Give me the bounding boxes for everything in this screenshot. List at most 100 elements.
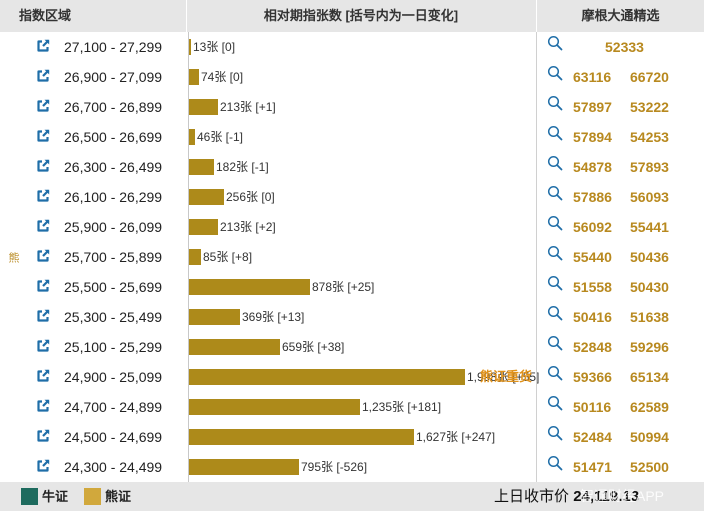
jp-picks-column: 52333 63116 66720 57897 53222 57894 54253 54878… bbox=[537, 32, 704, 482]
column-divider bbox=[536, 32, 537, 482]
index-range: 26,500 - 26,699 bbox=[64, 129, 163, 145]
warrant-code[interactable]: 66720 bbox=[630, 69, 669, 85]
external-link-icon[interactable] bbox=[36, 429, 50, 443]
external-link-icon[interactable] bbox=[36, 399, 50, 413]
search-icon[interactable] bbox=[547, 395, 563, 414]
table-row: 26,100 - 26,299 bbox=[26, 182, 536, 212]
search-icon[interactable] bbox=[547, 95, 563, 114]
warrant-code[interactable]: 59366 bbox=[573, 369, 612, 385]
count-bar bbox=[189, 459, 299, 475]
search-icon[interactable] bbox=[547, 335, 563, 354]
external-link-icon[interactable] bbox=[36, 129, 50, 143]
watermark: 智通财经APP bbox=[580, 488, 665, 504]
warrant-code[interactable]: 57894 bbox=[573, 129, 612, 145]
search-icon[interactable] bbox=[547, 155, 563, 174]
search-icon[interactable] bbox=[547, 365, 563, 384]
external-link-icon[interactable] bbox=[36, 279, 50, 293]
warrant-code[interactable]: 52848 bbox=[573, 339, 612, 355]
warrant-code[interactable]: 57893 bbox=[630, 159, 669, 175]
table-row: 25,500 - 25,699 bbox=[26, 272, 536, 302]
warrant-code[interactable]: 57886 bbox=[573, 189, 612, 205]
warrant-code[interactable]: 51638 bbox=[630, 309, 669, 325]
table-row: 24,900 - 25,099 bbox=[26, 362, 536, 392]
heavy-bear-tag: 熊证重货 bbox=[480, 369, 533, 384]
index-range: 24,300 - 24,499 bbox=[64, 459, 163, 475]
warrant-code[interactable]: 50116 bbox=[573, 399, 612, 415]
warrant-code[interactable]: 51471 bbox=[573, 459, 612, 475]
external-link-icon[interactable] bbox=[36, 159, 50, 173]
search-icon[interactable] bbox=[547, 245, 563, 264]
count-bar bbox=[189, 69, 199, 85]
count-bar bbox=[189, 249, 201, 265]
warrant-code[interactable]: 50416 bbox=[573, 309, 612, 325]
count-bar bbox=[189, 129, 195, 145]
picks-row: 52484 50994 bbox=[537, 422, 704, 452]
warrant-code[interactable]: 50430 bbox=[630, 279, 669, 295]
warrant-code[interactable]: 52500 bbox=[630, 459, 669, 475]
search-icon[interactable] bbox=[547, 425, 563, 444]
count-label: 182张 [-1] bbox=[216, 160, 269, 174]
chart-axis bbox=[188, 32, 189, 482]
external-link-icon[interactable] bbox=[36, 219, 50, 233]
warrant-code[interactable]: 51558 bbox=[573, 279, 612, 295]
warrant-code[interactable]: 54253 bbox=[630, 129, 669, 145]
search-icon[interactable] bbox=[547, 455, 563, 474]
warrant-code[interactable]: 52333 bbox=[605, 39, 644, 55]
count-label: 795张 [-526] bbox=[301, 460, 368, 474]
external-link-icon[interactable] bbox=[36, 39, 50, 53]
picks-row: 59366 65134 bbox=[537, 362, 704, 392]
external-link-icon[interactable] bbox=[36, 339, 50, 353]
picks-row: 63116 66720 bbox=[537, 62, 704, 92]
warrant-code[interactable]: 55440 bbox=[573, 249, 612, 265]
legend-footer: 牛证 熊证 上日收市价 24,119.13 智通财经APP bbox=[0, 482, 704, 511]
table-row: 24,500 - 24,699 bbox=[26, 422, 536, 452]
index-range: 25,700 - 25,899 bbox=[64, 249, 163, 265]
picks-row: 51471 52500 bbox=[537, 452, 704, 482]
warrant-code[interactable]: 50994 bbox=[630, 429, 669, 445]
warrant-code[interactable]: 59296 bbox=[630, 339, 669, 355]
warrant-code[interactable]: 54878 bbox=[573, 159, 612, 175]
picks-row: 52848 59296 bbox=[537, 332, 704, 362]
search-icon[interactable] bbox=[547, 215, 563, 234]
warrant-code[interactable]: 55441 bbox=[630, 219, 669, 235]
count-label: 213张 [+2] bbox=[220, 220, 276, 234]
count-label: 1,235张 [+181] bbox=[362, 400, 442, 414]
warrant-code[interactable]: 56093 bbox=[630, 189, 669, 205]
external-link-icon[interactable] bbox=[36, 249, 50, 263]
external-link-icon[interactable] bbox=[36, 309, 50, 323]
count-bar bbox=[189, 309, 240, 325]
warrant-code[interactable]: 63116 bbox=[573, 69, 612, 85]
index-range: 25,500 - 25,699 bbox=[64, 279, 163, 295]
search-icon[interactable] bbox=[547, 65, 563, 84]
warrant-code[interactable]: 53222 bbox=[630, 99, 669, 115]
table-row: 26,500 - 26,699 bbox=[26, 122, 536, 152]
picks-row: 55440 50436 bbox=[537, 242, 704, 272]
picks-row: 50416 51638 bbox=[537, 302, 704, 332]
warrant-code[interactable]: 56092 bbox=[573, 219, 612, 235]
count-bar bbox=[189, 399, 360, 415]
external-link-icon[interactable] bbox=[36, 369, 50, 383]
search-icon[interactable] bbox=[547, 275, 563, 294]
index-range: 25,900 - 26,099 bbox=[64, 219, 163, 235]
external-link-icon[interactable] bbox=[36, 99, 50, 113]
external-link-icon[interactable] bbox=[36, 189, 50, 203]
warrant-code[interactable]: 52484 bbox=[573, 429, 612, 445]
index-range: 24,700 - 24,899 bbox=[64, 399, 163, 415]
bear-legend-label: 熊证 bbox=[105, 489, 132, 504]
table-row: 25,700 - 25,899 bbox=[26, 242, 536, 272]
warrant-code[interactable]: 62589 bbox=[630, 399, 669, 415]
warrant-code[interactable]: 50436 bbox=[630, 249, 669, 265]
warrant-code[interactable]: 57897 bbox=[573, 99, 612, 115]
external-link-icon[interactable] bbox=[36, 69, 50, 83]
index-range: 24,500 - 24,699 bbox=[64, 429, 163, 445]
header-divider bbox=[536, 0, 537, 32]
external-link-icon[interactable] bbox=[36, 459, 50, 473]
index-range: 25,300 - 25,499 bbox=[64, 309, 163, 325]
search-icon[interactable] bbox=[547, 305, 563, 324]
search-icon[interactable] bbox=[547, 185, 563, 204]
warrant-code[interactable]: 65134 bbox=[630, 369, 669, 385]
index-range: 25,100 - 25,299 bbox=[64, 339, 163, 355]
search-icon[interactable] bbox=[547, 125, 563, 144]
count-label: 1,998张 [+55] bbox=[467, 370, 540, 384]
search-icon[interactable] bbox=[547, 35, 563, 54]
